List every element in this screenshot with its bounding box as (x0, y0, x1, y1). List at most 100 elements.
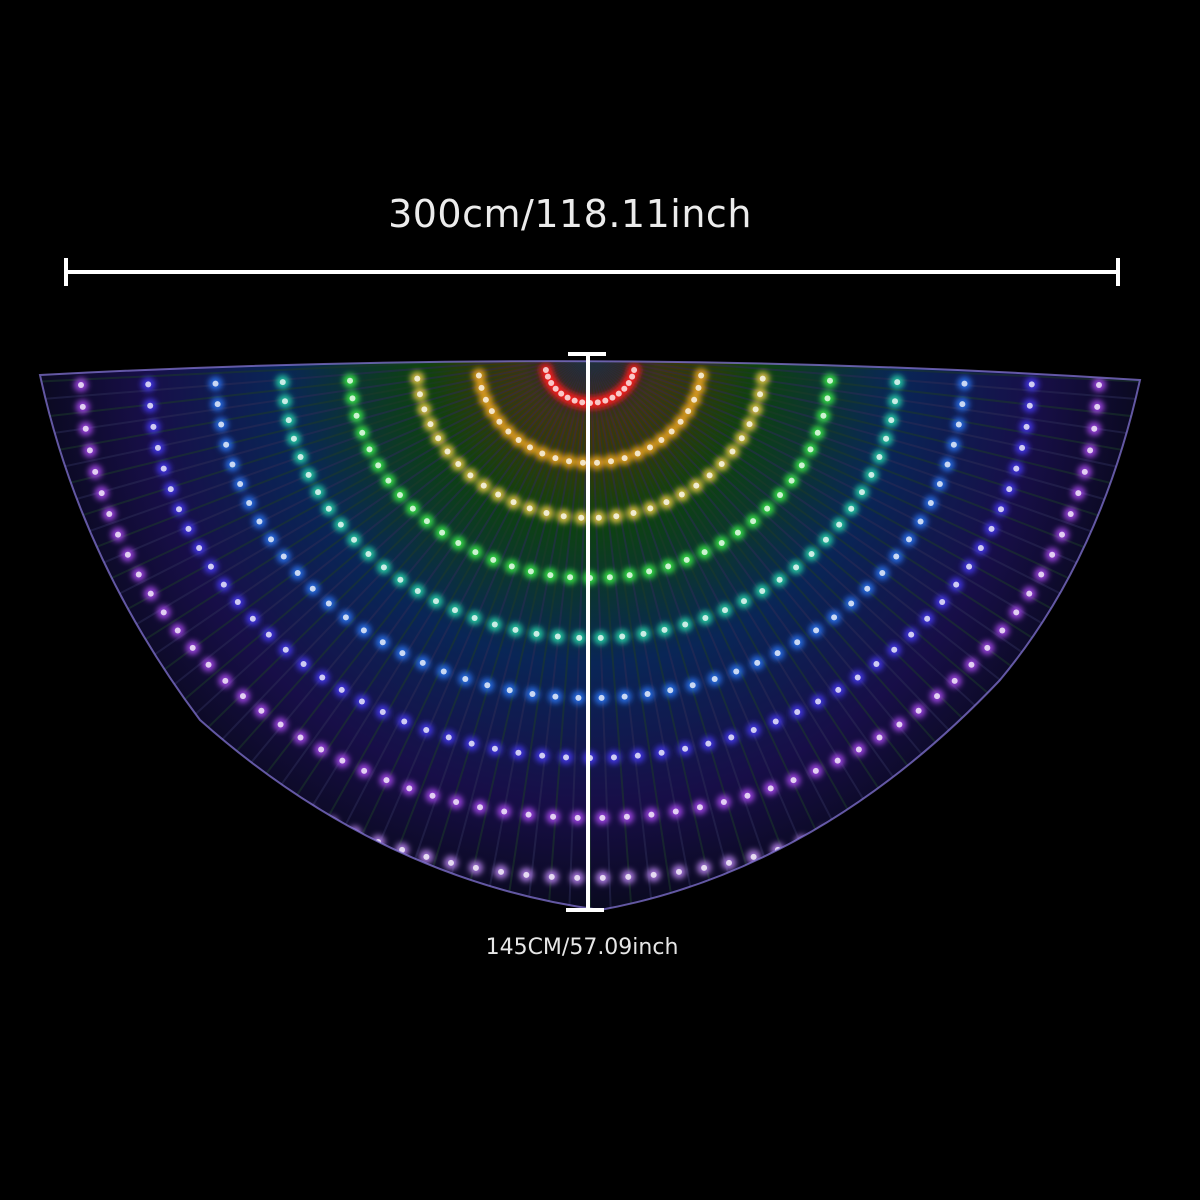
led-core (468, 740, 475, 747)
led-core (924, 615, 931, 622)
led-core (814, 429, 821, 436)
led-core (966, 563, 973, 570)
led-core (698, 372, 705, 379)
led-core (629, 373, 636, 380)
led-core (701, 549, 708, 556)
led-core (552, 385, 559, 392)
led-core (1155, 451, 1161, 457)
led-core (477, 804, 484, 811)
led-core (695, 384, 702, 391)
led-core (249, 615, 256, 622)
led-glow (85, 616, 100, 631)
led-glow (1037, 673, 1052, 688)
pleat-line (589, 361, 1022, 776)
led-core (342, 614, 349, 621)
led-core (725, 859, 732, 866)
led-core (527, 568, 534, 575)
led-core (148, 694, 155, 701)
led-glow (1124, 534, 1139, 549)
led-glow (279, 794, 294, 809)
led-core (845, 820, 852, 827)
led-core (239, 693, 246, 700)
pleat-line (40, 361, 591, 426)
led-core (86, 447, 93, 454)
led-core (429, 792, 436, 799)
led-core (167, 486, 174, 493)
led-core (579, 399, 586, 406)
led-core (932, 772, 939, 779)
led-core (455, 460, 462, 467)
led-core (908, 631, 915, 638)
led-core (496, 418, 503, 425)
led-core (621, 693, 628, 700)
led-glow (948, 754, 963, 769)
led-glow (886, 794, 901, 809)
led-core (822, 830, 829, 837)
led-core (358, 698, 365, 705)
led-core (488, 408, 495, 415)
led-core (693, 482, 700, 489)
led-core (212, 380, 219, 387)
led-core (682, 621, 689, 628)
pleat-line (589, 361, 920, 849)
led-core (944, 461, 951, 468)
led-core (854, 674, 861, 681)
pleat-line (589, 361, 803, 901)
led-core (103, 640, 110, 647)
led-core (647, 505, 654, 512)
led-core (848, 505, 855, 512)
led-core (625, 873, 632, 880)
led-core (414, 587, 421, 594)
led-glow (818, 826, 833, 841)
led-core (529, 691, 536, 698)
pleat-line (589, 361, 882, 869)
led-core (24, 473, 30, 479)
pleat-line (589, 361, 956, 827)
led-core (294, 570, 301, 577)
led-core (668, 428, 675, 435)
led-core (879, 570, 886, 577)
led-core (990, 728, 997, 735)
led-glow (237, 768, 252, 783)
led-core (472, 864, 479, 871)
pleat-line (589, 361, 1140, 616)
led-core (154, 444, 161, 451)
led-core (229, 461, 236, 468)
led-core (196, 545, 203, 552)
led-core (1136, 516, 1140, 523)
led-glow (8, 402, 22, 416)
led-core (984, 644, 991, 651)
led-core (399, 650, 406, 657)
led-core (563, 754, 570, 761)
led-core (646, 568, 653, 575)
led-core (515, 437, 522, 444)
led-core (767, 785, 774, 792)
led-core (599, 814, 606, 821)
led-core (683, 556, 690, 563)
pleat-line (75, 361, 591, 685)
led-core (1096, 600, 1103, 607)
led-core (813, 627, 820, 634)
led-core (718, 460, 725, 467)
led-core (873, 661, 880, 668)
led-core (315, 489, 322, 496)
led-core (526, 505, 533, 512)
led-core (1041, 677, 1048, 684)
led-core (1091, 425, 1098, 432)
led-core (478, 384, 485, 391)
led-core (741, 598, 747, 605)
led-core (1096, 381, 1103, 388)
led-core (234, 599, 241, 606)
led-core (543, 510, 550, 517)
led-core (419, 659, 426, 666)
led-core (1128, 538, 1135, 545)
led-core (602, 397, 609, 404)
led-core (883, 435, 890, 442)
pleat-line (377, 361, 591, 901)
led-core (701, 864, 708, 871)
led-core (285, 417, 292, 424)
led-core (720, 799, 727, 806)
led-core (621, 455, 628, 462)
led-core (385, 477, 392, 484)
led-core (174, 627, 181, 634)
